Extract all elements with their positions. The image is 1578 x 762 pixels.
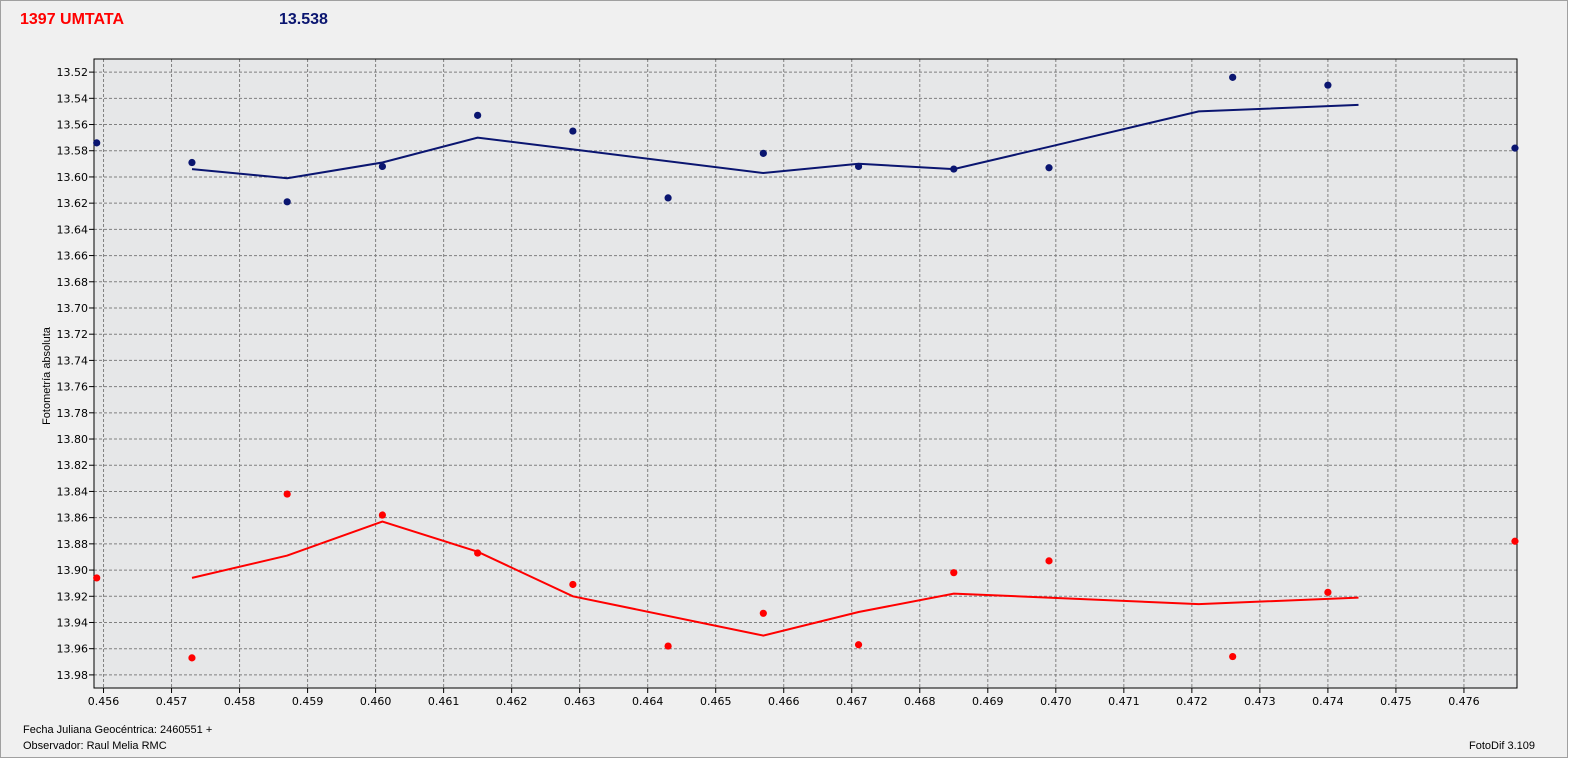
x-tick-label: 0.456: [88, 695, 120, 708]
series-1-point: [474, 549, 482, 557]
x-tick-label: 0.474: [1312, 695, 1344, 708]
plot-area: [94, 59, 1517, 688]
y-tick-label: 13.96: [57, 643, 89, 656]
series-1-point: [1229, 652, 1237, 661]
x-tick-label: 0.476: [1448, 695, 1480, 708]
y-tick-label: 13.58: [57, 145, 89, 158]
y-tick-label: 13.92: [57, 590, 89, 603]
x-tick-label: 0.467: [836, 695, 868, 708]
y-tick-label: 13.78: [57, 407, 89, 420]
series-0-point: [188, 158, 196, 167]
y-tick-label: 13.72: [57, 328, 89, 341]
observer-label: Observador: Raul Melia RMC: [23, 740, 167, 752]
date-label: Fecha Juliana Geocéntrica: 2460551 +: [23, 724, 213, 736]
y-tick-label: 13.84: [57, 485, 89, 498]
x-tick-label: 0.459: [292, 695, 324, 708]
series-1-point: [1324, 588, 1332, 596]
series-1-point: [1045, 557, 1053, 565]
version-label: FotoDif 3.109: [1469, 740, 1536, 752]
series-1-point: [378, 511, 387, 519]
x-tick-label: 0.468: [904, 695, 936, 708]
y-tick-label: 13.94: [57, 616, 89, 629]
x-tick-label: 0.460: [360, 695, 392, 708]
x-tick-label: 0.461: [428, 695, 460, 708]
series-0-point: [1229, 73, 1237, 81]
y-tick-label: 13.70: [57, 302, 89, 315]
y-tick-label: 13.82: [57, 459, 89, 472]
series-1-point: [93, 574, 101, 582]
y-tick-label: 13.80: [57, 433, 89, 446]
y-tick-label: 13.52: [57, 66, 89, 79]
x-tick-label: 0.473: [1244, 695, 1276, 708]
series-0-point: [950, 165, 958, 173]
x-tick-label: 0.470: [1040, 695, 1072, 708]
series-0-point: [854, 162, 863, 171]
y-tick-label: 13.76: [57, 381, 89, 394]
series-0-point: [1511, 144, 1519, 152]
series-0-point: [93, 139, 101, 147]
series-1-point: [283, 490, 291, 498]
x-tick-label: 0.472: [1176, 695, 1208, 708]
series-1-point: [188, 654, 196, 662]
y-tick-label: 13.68: [57, 276, 89, 289]
y-tick-label: 13.86: [57, 512, 89, 525]
y-tick-label: 13.90: [57, 564, 89, 577]
y-tick-label: 13.54: [57, 92, 89, 105]
y-tick-label: 13.60: [57, 171, 89, 184]
x-tick-label: 0.475: [1380, 695, 1412, 708]
y-tick-label: 13.62: [57, 197, 89, 210]
series-0-point: [283, 198, 291, 206]
x-tick-label: 0.463: [564, 695, 596, 708]
x-tick-label: 0.457: [156, 695, 188, 708]
series-0-point: [474, 111, 482, 119]
series-1-trend-line: [191, 520, 1359, 637]
y-tick-label: 13.66: [57, 250, 89, 263]
magnitude-value: 13.538: [279, 11, 328, 28]
x-tick-label: 0.464: [632, 695, 664, 708]
series-1-point: [759, 609, 767, 617]
series-0-point: [1324, 81, 1332, 89]
x-tick-label: 0.462: [496, 695, 528, 708]
series-1-point: [854, 641, 863, 649]
series-0-trend-line: [191, 103, 1359, 180]
series-0-point: [569, 127, 577, 135]
y-tick-label: 13.64: [57, 223, 89, 236]
object-name: 1397 UMTATA: [20, 11, 125, 28]
x-tick-label: 0.465: [700, 695, 732, 708]
x-tick-label: 0.466: [768, 695, 800, 708]
series-1-point: [950, 569, 958, 577]
series-1-point: [569, 580, 577, 589]
series-1-point: [664, 642, 672, 650]
plot-border: [93, 58, 1518, 689]
series-0-point: [664, 194, 672, 202]
series-1-point: [1511, 537, 1519, 545]
y-tick-label: 13.74: [57, 354, 89, 367]
y-tick-label: 13.98: [57, 669, 89, 682]
x-tick-label: 0.471: [1108, 695, 1140, 708]
y-tick-label: 13.56: [57, 119, 89, 132]
series-0-point: [759, 149, 767, 157]
x-tick-label: 0.469: [972, 695, 1004, 708]
series-0-point: [378, 162, 387, 171]
series-0-point: [1045, 164, 1053, 172]
x-tick-label: 0.458: [224, 695, 256, 708]
y-tick-label: 13.88: [57, 538, 89, 551]
